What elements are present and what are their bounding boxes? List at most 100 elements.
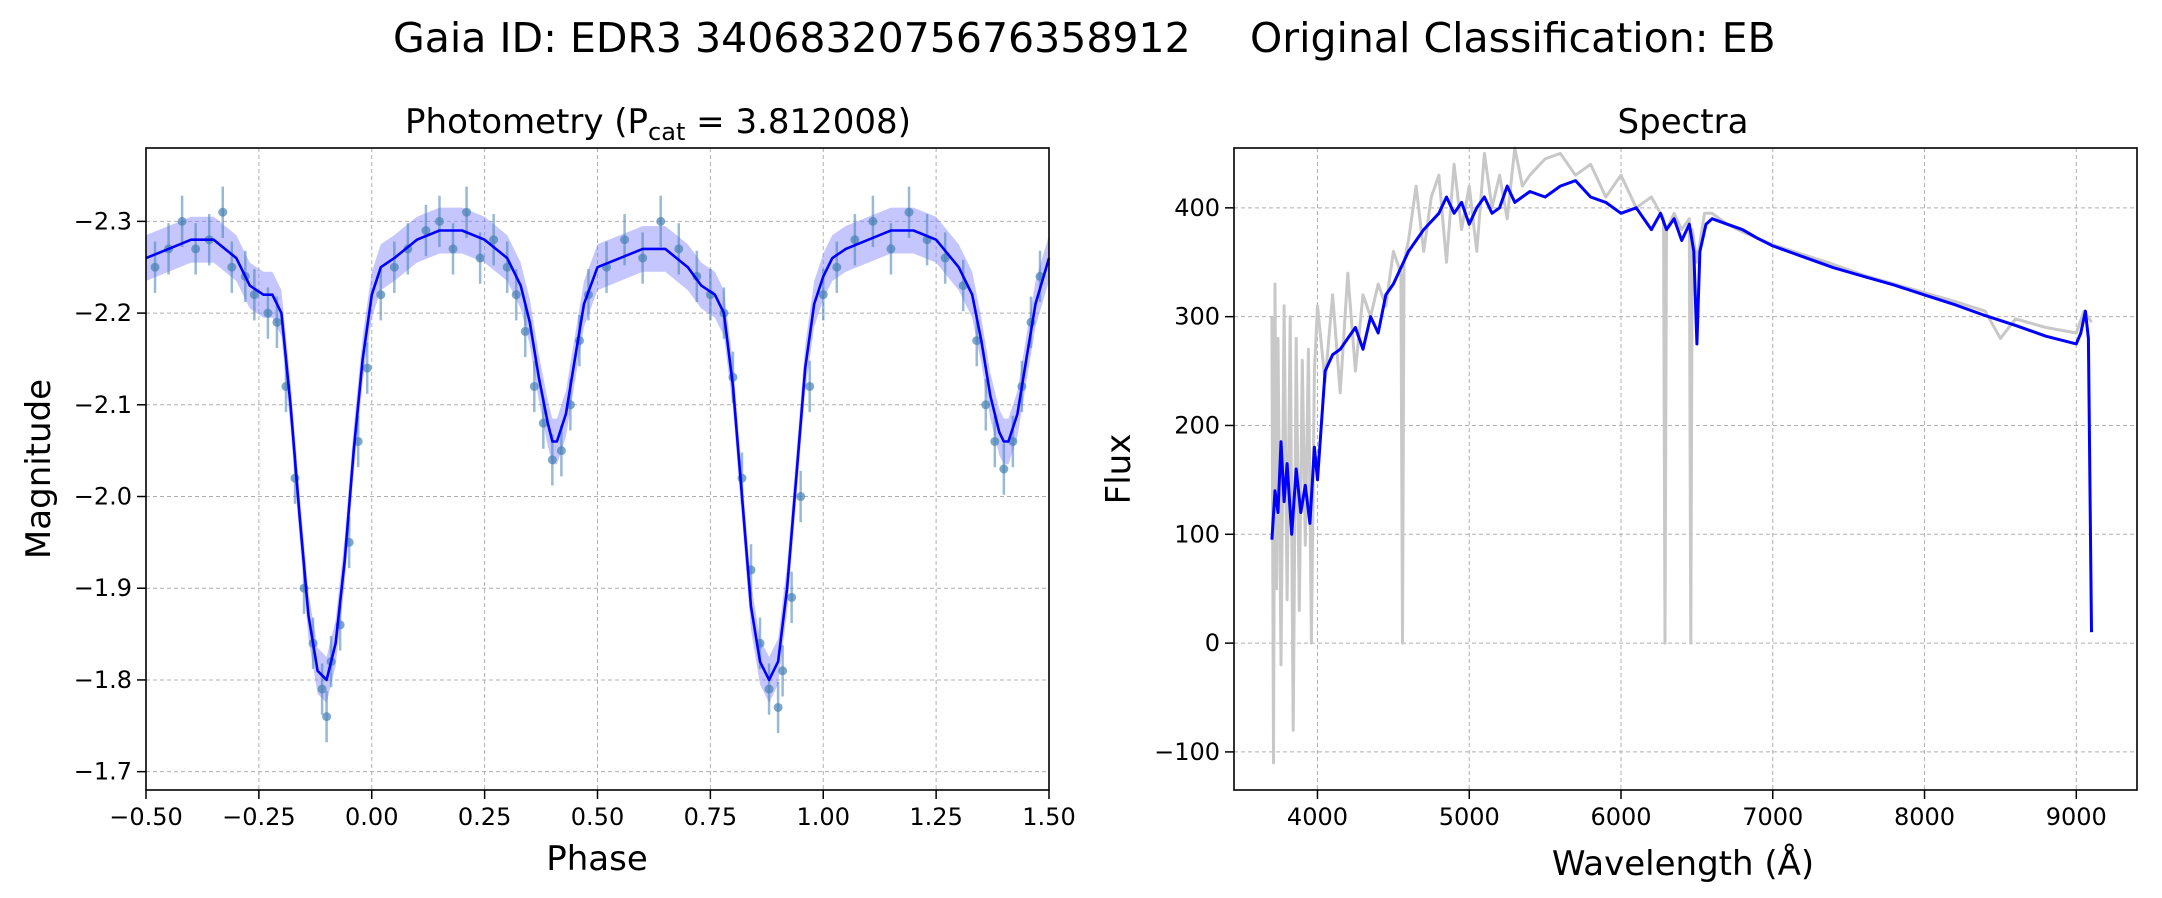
photometry-y-tick-label: −2.0 [74, 483, 132, 511]
figure-suptitle: Gaia ID: EDR3 3406832075676358912 Origin… [0, 14, 2162, 74]
spectra-y-ticks: −100 0 100 200 300 400 [1154, 194, 1234, 766]
photometry-point [434, 216, 444, 226]
photometry-grid [145, 148, 1050, 790]
photometry-point [981, 400, 991, 410]
photometry-y-tick-label: −1.8 [74, 666, 132, 694]
photometry-point [778, 666, 788, 676]
photometry-x-tick-label: 1.50 [1022, 803, 1075, 831]
spectra-panel: Spectra 4000 5000 6000 7000 8000 9000 −100 0 10… [1099, 102, 2138, 884]
photometry-point [317, 684, 327, 694]
photometry-x-tick-label: −0.50 [109, 803, 183, 831]
photometry-x-ticks: −0.50 −0.25 0.00 0.25 0.50 0.75 1.00 1.25 1.50 [109, 790, 1076, 831]
photometry-point [218, 207, 228, 217]
photometry-point [656, 216, 666, 226]
spectra-model-curve [1270, 179, 2093, 633]
photometry-point [322, 712, 332, 722]
spectra-x-tick-label: 5000 [1439, 803, 1500, 831]
photometry-y-ticks: −2.3 −2.2 −2.1 −2.0 −1.9 −1.8 −1.7 [74, 207, 146, 786]
photometry-point [638, 253, 648, 263]
photometry-y-tick-label: −2.3 [74, 207, 132, 235]
gaia-id-label: Gaia ID: EDR3 3406832075676358912 [393, 14, 1191, 62]
photometry-point [191, 244, 201, 254]
photometry-point [692, 271, 702, 281]
photometry-x-tick-label: 0.75 [684, 803, 737, 831]
photometry-x-tick-label: 1.00 [797, 803, 850, 831]
photometry-point [868, 216, 878, 226]
photometry-point [520, 326, 530, 336]
spectra-x-tick-label: 8000 [1894, 803, 1955, 831]
photometry-point [177, 216, 187, 226]
spectra-grid [1234, 148, 2137, 790]
photometry-y-axis-label: Magnitude [19, 379, 59, 559]
photometry-point [620, 235, 630, 245]
photometry-x-tick-label: 1.25 [909, 803, 962, 831]
photometry-point [538, 418, 548, 428]
photometry-title-subscript: cat [648, 118, 685, 146]
spectra-title: Spectra [1618, 102, 1749, 142]
photometry-title: Photometry (Pcat = 3.812008) [405, 102, 911, 146]
photometry-point [990, 436, 1000, 446]
photometry-y-tick-label: −1.7 [74, 758, 132, 786]
spectra-y-tick-label: 100 [1174, 520, 1220, 548]
photometry-point [448, 244, 458, 254]
photometry-point [832, 262, 842, 272]
spectra-y-tick-label: 300 [1174, 303, 1220, 331]
spectra-y-tick-label: 200 [1174, 411, 1220, 439]
spectra-axes-frame [1233, 147, 2138, 791]
photometry-point [263, 308, 273, 318]
photometry-point [462, 207, 472, 217]
photometry-point [249, 290, 259, 300]
photometry-point [1008, 436, 1018, 446]
classification-label: Original Classification: EB [1250, 14, 1776, 62]
photometry-point [421, 226, 431, 236]
photometry-point [376, 290, 386, 300]
spectra-x-tick-label: 7000 [1742, 803, 1803, 831]
spectra-model-line [1270, 179, 2093, 633]
spectra-y-tick-label: 400 [1174, 194, 1220, 222]
photometry-title-period: = 3.812008) [685, 102, 911, 142]
photometry-point [787, 592, 797, 602]
photometry-point [475, 253, 485, 263]
photometry-point [272, 317, 282, 327]
photometry-y-tick-label: −1.9 [74, 574, 132, 602]
spectra-x-tick-label: 6000 [1590, 803, 1651, 831]
spectra-x-ticks: 4000 5000 6000 7000 8000 9000 [1287, 790, 2107, 831]
photometry-point [773, 702, 783, 712]
photometry-confidence-band [146, 207, 1049, 703]
photometry-point [764, 684, 774, 694]
spectra-y-axis-label: Flux [1099, 434, 1139, 505]
photometry-fit-curve [145, 229, 1051, 682]
photometry-point [999, 464, 1009, 474]
spectra-x-tick-label: 9000 [2046, 803, 2107, 831]
photometry-point [818, 290, 828, 300]
spectra-x-axis-label: Wavelength (Å) [1552, 843, 1814, 884]
spectra-y-tick-label: 0 [1205, 629, 1220, 657]
photometry-panel: Photometry (Pcat = 3.812008) −0.50 −0.25 0… [19, 102, 1076, 879]
photometry-fit-line [145, 229, 1051, 682]
photometry-point [805, 381, 815, 391]
photometry-point [362, 363, 372, 373]
photometry-fit-band [146, 207, 1049, 703]
photometry-point [529, 381, 539, 391]
photometry-x-tick-label: 0.25 [458, 803, 511, 831]
photometry-point [547, 455, 557, 465]
photometry-point [511, 290, 521, 300]
photometry-point [972, 336, 982, 346]
photometry-x-tick-label: 0.00 [345, 803, 398, 831]
photometry-point [227, 262, 237, 272]
photometry-point [940, 253, 950, 263]
photometry-point [796, 492, 806, 502]
photometry-point [556, 446, 566, 456]
photometry-y-tick-label: −2.2 [74, 299, 132, 327]
photometry-point [150, 262, 160, 272]
photometry-y-tick-label: −2.1 [74, 391, 132, 419]
spectra-x-tick-label: 4000 [1287, 803, 1348, 831]
photometry-x-tick-label: −0.25 [222, 803, 296, 831]
photometry-point [886, 244, 896, 254]
photometry-point [850, 235, 860, 245]
photometry-point [489, 235, 499, 245]
photometry-point [389, 262, 399, 272]
photometry-point [674, 244, 684, 254]
photometry-x-axis-label: Phase [546, 839, 648, 879]
